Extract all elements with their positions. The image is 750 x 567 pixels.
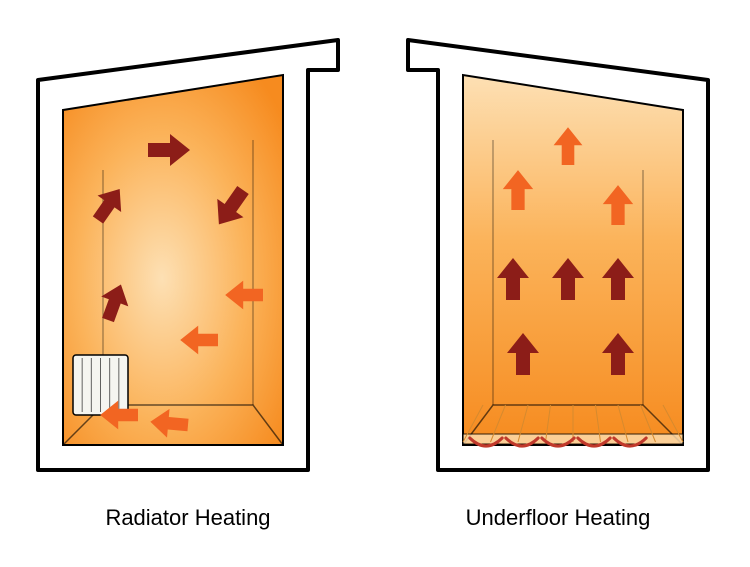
heating-comparison-diagram: { "type": "infographic", "canvas": { "wi… bbox=[0, 0, 750, 562]
caption-radiator: Radiator Heating bbox=[28, 505, 348, 531]
caption-underfloor: Underfloor Heating bbox=[398, 505, 718, 531]
diagram-svg bbox=[0, 0, 750, 562]
